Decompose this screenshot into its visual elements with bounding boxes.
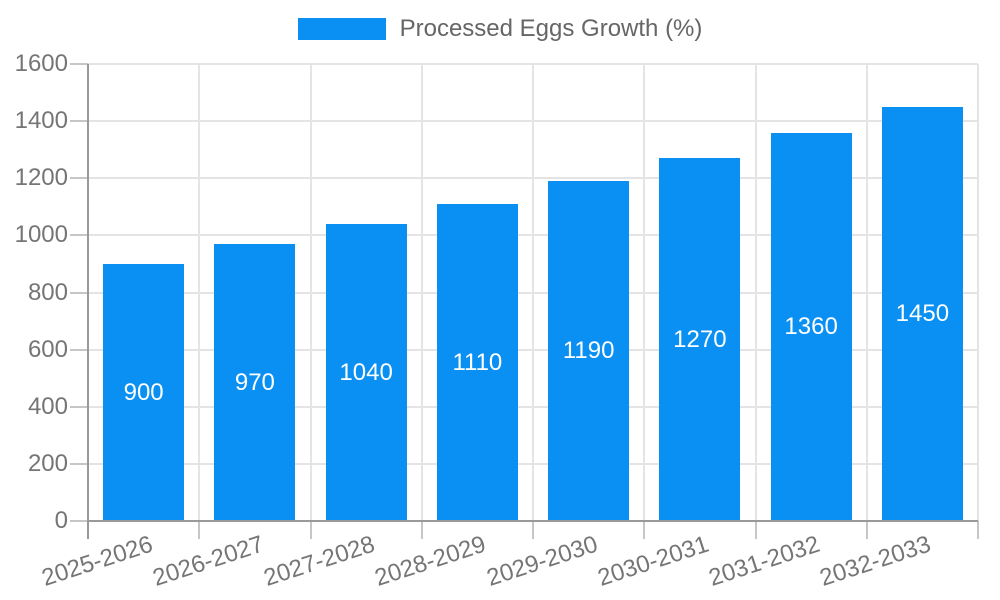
bar-2030-2031[interactable]: 1270 bbox=[659, 158, 741, 521]
bar-2028-2029[interactable]: 1110 bbox=[436, 204, 518, 521]
y-tick bbox=[70, 520, 88, 522]
bar-value-label: 1110 bbox=[452, 348, 503, 376]
y-tick-label: 1400 bbox=[14, 107, 68, 135]
x-gridline bbox=[865, 64, 868, 521]
bar-value-label: 1450 bbox=[895, 300, 950, 327]
y-tick-label: 1600 bbox=[14, 50, 68, 77]
y-tick bbox=[70, 120, 88, 123]
legend-swatch bbox=[297, 18, 386, 40]
bar-value-label: 970 bbox=[234, 368, 275, 396]
y-tick-label: 600 bbox=[27, 335, 68, 363]
x-gridline bbox=[532, 64, 534, 521]
y-tick bbox=[70, 348, 88, 351]
x-gridline bbox=[977, 64, 979, 521]
x-gridline bbox=[754, 64, 757, 521]
y-axis-line bbox=[87, 64, 89, 539]
legend-item-processed-eggs-growth[interactable]: Processed Eggs Growth (%) bbox=[297, 15, 703, 42]
bar-2025-2026[interactable]: 900 bbox=[103, 264, 185, 521]
y-tick-label: 1000 bbox=[14, 221, 68, 249]
bar-2031-2032[interactable]: 1360 bbox=[770, 133, 852, 521]
legend-label: Processed Eggs Growth (%) bbox=[399, 15, 703, 42]
y-tick-label: 1200 bbox=[14, 164, 68, 192]
x-gridline bbox=[198, 64, 201, 521]
bar-value-label: 1270 bbox=[673, 325, 727, 353]
bar-2032-2033[interactable]: 1450 bbox=[881, 107, 963, 521]
bar-value-label: 1040 bbox=[339, 358, 393, 386]
y-tick bbox=[70, 405, 88, 408]
x-tick bbox=[532, 521, 534, 539]
x-tick bbox=[198, 521, 201, 539]
bar-2027-2028[interactable]: 1040 bbox=[325, 224, 407, 521]
x-gridline bbox=[309, 64, 312, 521]
bar-2026-2027[interactable]: 970 bbox=[214, 244, 296, 521]
bar-value-label: 1190 bbox=[562, 337, 615, 364]
y-tick-label: 400 bbox=[27, 392, 68, 420]
y-tick bbox=[70, 291, 88, 294]
x-gridline bbox=[643, 64, 646, 521]
y-tick bbox=[70, 63, 88, 65]
x-tick bbox=[754, 521, 757, 539]
y-tick-label: 0 bbox=[54, 507, 68, 534]
x-tick bbox=[865, 521, 868, 539]
x-gridline bbox=[420, 64, 423, 521]
y-tick-label: 800 bbox=[27, 278, 68, 306]
x-tick bbox=[643, 521, 646, 539]
x-tick bbox=[977, 521, 979, 539]
bar-value-label: 900 bbox=[123, 378, 164, 406]
y-tick bbox=[70, 462, 88, 465]
y-tick-label: 200 bbox=[27, 449, 68, 477]
x-axis-line bbox=[88, 520, 978, 522]
x-tick bbox=[420, 521, 423, 539]
y-tick bbox=[70, 234, 88, 237]
bar-value-label: 1360 bbox=[784, 313, 838, 340]
x-tick bbox=[309, 521, 312, 539]
chart-legend: Processed Eggs Growth (%) bbox=[0, 16, 1000, 42]
y-tick bbox=[70, 177, 88, 180]
bar-2029-2030[interactable]: 1190 bbox=[548, 181, 630, 521]
